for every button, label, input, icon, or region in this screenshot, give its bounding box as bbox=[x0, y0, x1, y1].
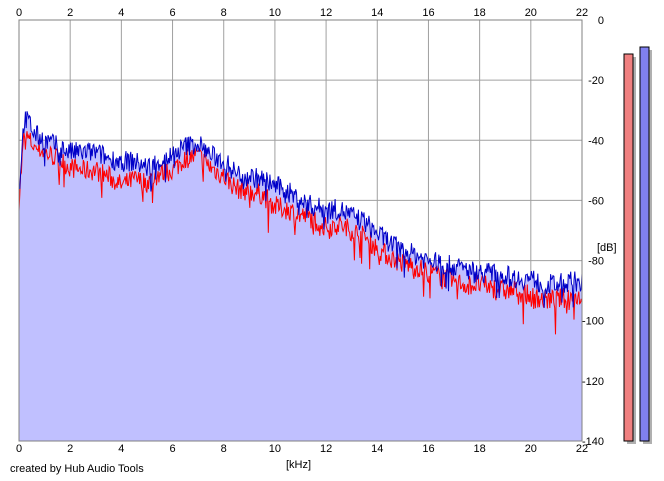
y-tick-label-neg60: -60 bbox=[588, 195, 604, 207]
x-tick-label-bottom-0: 0 bbox=[16, 443, 22, 455]
y-tick-label-neg40: -40 bbox=[588, 135, 604, 147]
x-tick-label-bottom-6: 6 bbox=[169, 443, 175, 455]
x-tick-label-bottom-10: 10 bbox=[269, 443, 281, 455]
x-tick-label-top-16: 16 bbox=[422, 7, 434, 19]
x-tick-label-bottom-22: 22 bbox=[576, 443, 588, 455]
level-meter-left bbox=[623, 53, 634, 442]
x-tick-label-top-20: 20 bbox=[525, 7, 537, 19]
x-tick-label-top-4: 4 bbox=[118, 7, 124, 19]
x-axis-label: [kHz] bbox=[286, 459, 311, 471]
x-tick-label-bottom-18: 18 bbox=[474, 443, 486, 455]
y-tick-label-neg100: -100 bbox=[582, 316, 604, 328]
y-axis-label: [dB] bbox=[597, 242, 617, 254]
x-tick-label-top-22: 22 bbox=[576, 7, 588, 19]
credit-text: created by Hub Audio Tools bbox=[10, 463, 144, 475]
x-tick-label-top-18: 18 bbox=[474, 7, 486, 19]
x-tick-label-bottom-16: 16 bbox=[422, 443, 434, 455]
x-tick-label-top-2: 2 bbox=[67, 7, 73, 19]
x-tick-label-bottom-12: 12 bbox=[320, 443, 332, 455]
y-tick-label-neg140: -140 bbox=[582, 436, 604, 448]
x-tick-label-bottom-8: 8 bbox=[221, 443, 227, 455]
x-tick-labels-bottom: 0 2 4 6 8 10 12 14 16 18 20 22 bbox=[16, 443, 588, 455]
x-tick-label-top-6: 6 bbox=[169, 7, 175, 19]
x-tick-label-bottom-2: 2 bbox=[67, 443, 73, 455]
x-tick-label-top-8: 8 bbox=[221, 7, 227, 19]
x-tick-label-top-14: 14 bbox=[371, 7, 383, 19]
x-tick-label-bottom-14: 14 bbox=[371, 443, 383, 455]
x-tick-label-bottom-4: 4 bbox=[118, 443, 124, 455]
x-tick-label-top-10: 10 bbox=[269, 7, 281, 19]
y-tick-labels: 0 -20 -40 -60 -80 -100 -120 -140 bbox=[582, 15, 604, 448]
y-tick-label-neg20: -20 bbox=[588, 75, 604, 87]
level-meters bbox=[623, 46, 652, 444]
right-channel-line bbox=[18, 111, 583, 308]
plot-border bbox=[18, 19, 583, 442]
spectrum-fill-area bbox=[19, 111, 582, 442]
y-tick-label-0: 0 bbox=[598, 15, 604, 27]
x-tick-label-top-0: 0 bbox=[16, 7, 22, 19]
left-channel-line bbox=[18, 131, 583, 335]
level-meter-right bbox=[639, 46, 650, 442]
x-tick-label-top-12: 12 bbox=[320, 7, 332, 19]
y-tick-label-neg80: -80 bbox=[588, 256, 604, 268]
x-tick-labels-top: 0 2 4 6 8 10 12 14 16 18 20 22 bbox=[16, 7, 588, 19]
y-tick-label-neg120: -120 bbox=[582, 376, 604, 388]
x-tick-label-bottom-20: 20 bbox=[525, 443, 537, 455]
